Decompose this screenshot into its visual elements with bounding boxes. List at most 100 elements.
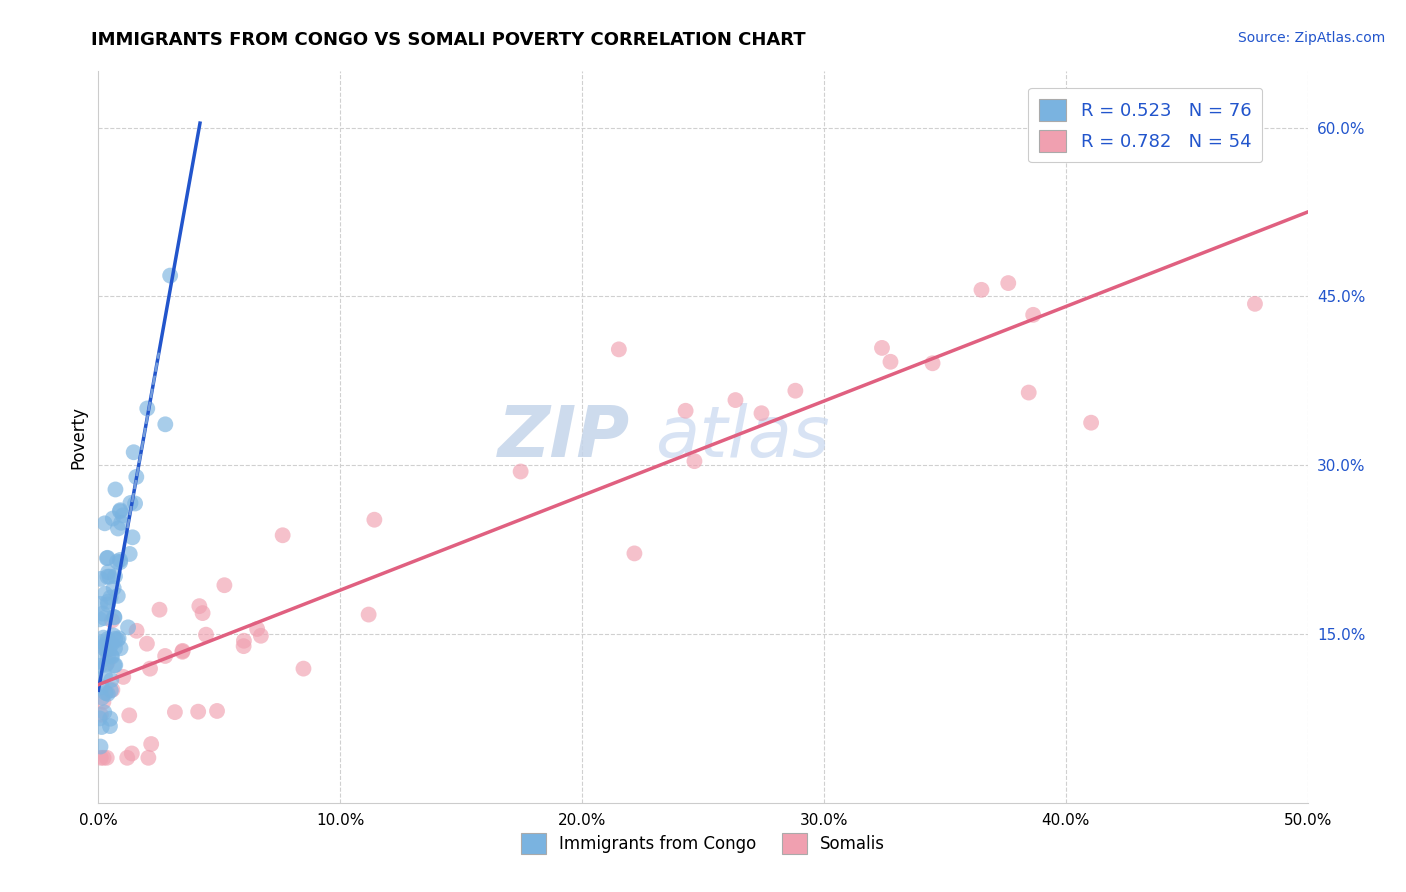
Point	[94, 669, 117, 683]
Point	[1018, 385, 1040, 400]
Point	[100, 648, 122, 663]
Point	[97, 632, 120, 646]
Point	[623, 546, 645, 560]
Point	[232, 639, 254, 653]
Point	[104, 641, 127, 656]
Point	[111, 508, 134, 523]
Point	[91, 690, 114, 705]
Point	[89, 612, 111, 626]
Point	[110, 641, 132, 656]
Point	[100, 683, 122, 698]
Point	[163, 705, 186, 719]
Point	[108, 504, 131, 518]
Point	[870, 341, 893, 355]
Point	[970, 283, 993, 297]
Point	[107, 589, 129, 603]
Point	[98, 641, 121, 656]
Point	[104, 632, 127, 646]
Point	[107, 521, 129, 535]
Point	[89, 597, 111, 611]
Point	[94, 516, 117, 531]
Point	[104, 569, 127, 583]
Point	[110, 503, 132, 517]
Point	[91, 640, 114, 655]
Point	[271, 528, 294, 542]
Point	[96, 751, 118, 765]
Point	[724, 393, 747, 408]
Point	[101, 614, 124, 628]
Point	[103, 628, 125, 642]
Point	[100, 591, 122, 605]
Point	[96, 570, 118, 584]
Point	[97, 648, 120, 663]
Point	[110, 516, 132, 530]
Point	[879, 355, 901, 369]
Point	[90, 680, 112, 694]
Point	[91, 635, 114, 649]
Point	[93, 751, 115, 765]
Text: Source: ZipAtlas.com: Source: ZipAtlas.com	[1237, 31, 1385, 45]
Point	[98, 712, 121, 726]
Legend: Immigrants from Congo, Somalis: Immigrants from Congo, Somalis	[515, 827, 891, 860]
Point	[153, 648, 176, 663]
Point	[117, 620, 139, 634]
Point	[188, 599, 211, 614]
Point	[112, 670, 135, 684]
Point	[89, 711, 111, 725]
Point	[195, 628, 218, 642]
Y-axis label: Poverty: Poverty	[69, 406, 87, 468]
Point	[93, 641, 115, 656]
Point	[292, 662, 315, 676]
Point	[89, 658, 111, 673]
Point	[98, 719, 121, 733]
Point	[107, 632, 129, 647]
Point	[98, 569, 121, 583]
Point	[97, 565, 120, 579]
Point	[103, 610, 125, 624]
Point	[785, 384, 807, 398]
Point	[108, 553, 131, 567]
Point	[232, 633, 254, 648]
Point	[93, 611, 115, 625]
Point	[100, 637, 122, 651]
Point	[125, 470, 148, 484]
Point	[121, 530, 143, 544]
Point	[155, 417, 177, 432]
Point	[136, 401, 159, 416]
Point	[246, 622, 269, 636]
Text: atlas: atlas	[655, 402, 830, 472]
Point	[683, 454, 706, 468]
Point	[101, 511, 124, 525]
Text: IMMIGRANTS FROM CONGO VS SOMALI POVERTY CORRELATION CHART: IMMIGRANTS FROM CONGO VS SOMALI POVERTY …	[91, 31, 806, 49]
Point	[100, 673, 122, 687]
Point	[90, 720, 112, 734]
Point	[108, 555, 131, 569]
Point	[94, 638, 117, 652]
Point	[90, 707, 112, 722]
Point	[509, 465, 531, 479]
Point	[103, 581, 125, 595]
Point	[91, 607, 114, 621]
Point	[94, 686, 117, 700]
Point	[96, 551, 118, 566]
Point	[363, 513, 385, 527]
Point	[921, 356, 943, 370]
Point	[118, 547, 141, 561]
Point	[105, 555, 128, 569]
Point	[89, 739, 111, 754]
Point	[159, 268, 181, 283]
Point	[94, 587, 117, 601]
Point	[122, 445, 145, 459]
Point	[93, 695, 115, 709]
Point	[120, 496, 142, 510]
Point	[135, 637, 157, 651]
Point	[172, 645, 194, 659]
Point	[90, 751, 112, 765]
Point	[103, 658, 125, 673]
Point	[89, 655, 111, 669]
Point	[138, 751, 160, 765]
Point	[1022, 308, 1045, 322]
Point	[94, 657, 117, 672]
Point	[93, 706, 115, 720]
Point	[172, 644, 194, 658]
